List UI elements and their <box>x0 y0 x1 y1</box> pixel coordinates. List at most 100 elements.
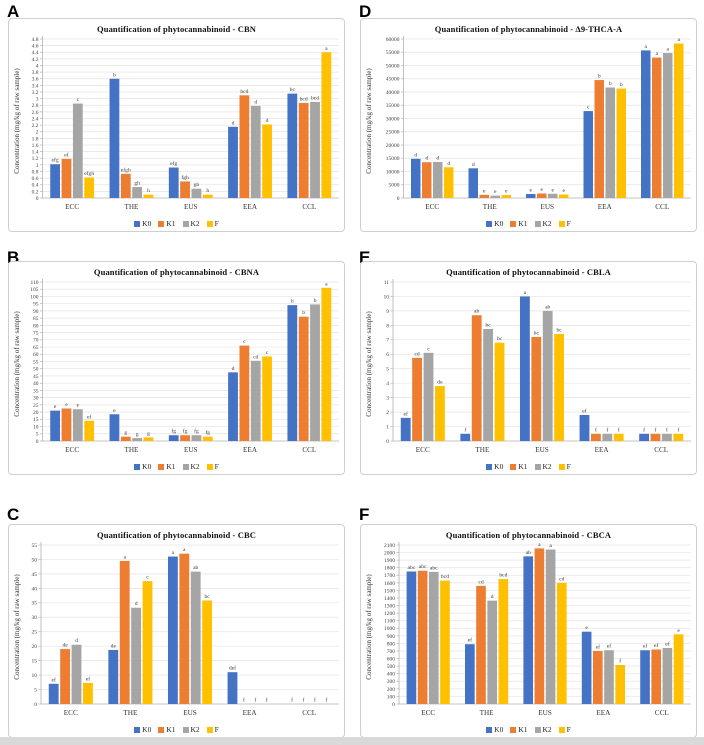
bar-k2-ccl <box>661 433 672 441</box>
bar-k2-ecc <box>72 409 83 441</box>
legend-swatch-k1 <box>510 220 517 227</box>
bar-f-eea <box>613 433 624 441</box>
y-tick-label: 1.6 <box>32 143 39 149</box>
y-tick-label: 9 <box>386 309 389 315</box>
bar-k1-ccl <box>298 316 309 441</box>
y-tick-label: 0.6 <box>32 176 39 182</box>
legend: K0 K1 K2 F <box>9 219 344 228</box>
bar-k0-eus <box>525 194 536 198</box>
y-tick-label: 40000 <box>386 90 400 96</box>
y-tick-label: 110 <box>30 280 38 286</box>
bar-k0-eea <box>227 672 238 704</box>
sig-label: e <box>552 187 555 193</box>
y-tick-label: 90 <box>33 309 39 315</box>
y-tick-label: 55 <box>32 543 38 549</box>
panel-label: D <box>359 2 372 21</box>
y-tick-label: 0.4 <box>32 183 39 189</box>
bar-f-ecc <box>444 167 454 198</box>
x-category-label: ECC <box>425 203 439 211</box>
legend-swatch-k1 <box>510 463 517 470</box>
bar-f-the <box>498 579 509 704</box>
sig-label: bcd <box>311 95 319 101</box>
bar-f-eea <box>616 88 627 198</box>
bar-k0-the <box>108 649 119 704</box>
bar-k0-the <box>109 414 120 441</box>
bar-f-ccl <box>673 433 684 441</box>
y-tick-label: 400 <box>387 672 396 678</box>
legend-label: K2 <box>542 219 552 228</box>
sig-label: ef <box>607 643 611 650</box>
sig-label: c <box>427 346 430 352</box>
bar-k0-ccl <box>640 50 651 198</box>
x-category-label: EUS <box>184 203 198 211</box>
bar-k0-eea <box>228 126 238 198</box>
sig-label: a <box>538 542 541 548</box>
bar-k1-ecc <box>417 570 428 704</box>
bar-k1-ecc <box>422 162 432 198</box>
bar-k1-ecc <box>60 649 71 704</box>
sig-label: b <box>609 81 612 87</box>
bar-k0-eus <box>519 296 530 441</box>
sig-label: f <box>314 697 316 704</box>
plot-area: 0510152025303540455055efdedefECCdeadcTHE… <box>32 542 339 717</box>
sig-label: ab <box>545 304 550 310</box>
y-tick-label: 100 <box>30 294 39 300</box>
sig-label: e <box>77 403 80 409</box>
bar-f-eea <box>262 356 272 441</box>
bar-k1-the <box>119 560 130 704</box>
x-category-label: THE <box>475 446 490 454</box>
legend-item: K1 <box>158 219 176 228</box>
y-tick-label: 20000 <box>386 143 400 149</box>
bar-k2-ecc <box>423 352 434 441</box>
x-category-label: THE <box>124 203 139 211</box>
legend-label: K2 <box>542 725 552 734</box>
bar-f-ecc <box>440 580 450 704</box>
y-tick-label: 25000 <box>386 130 400 136</box>
bar-k1-eea <box>239 345 250 441</box>
legend-label: F <box>214 219 219 228</box>
plot-area: 0 1 2 3 4 5 6 7 8 9 10 11 ef cd c de ECC f ab bc bc THE a bc ab b… <box>384 279 691 454</box>
y-tick-label: 1400 <box>384 596 395 602</box>
bar-k2-eus <box>545 549 556 704</box>
legend-swatch-k2 <box>182 726 189 733</box>
sig-label: b <box>620 82 623 88</box>
sig-label: def <box>229 665 236 672</box>
y-tick-label: 5 <box>36 432 39 438</box>
x-category-label: CCL <box>302 203 316 211</box>
y-tick-label: 50 <box>32 557 38 563</box>
y-tick-label: 3.2 <box>32 90 39 96</box>
sig-label: b <box>302 310 305 316</box>
sig-label: cd <box>559 576 564 582</box>
sig-label: ef <box>52 676 56 683</box>
y-tick-label: 50 <box>33 367 39 373</box>
bar-k0-ecc <box>50 410 61 441</box>
sig-label: f <box>303 697 305 704</box>
bar-f-ecc <box>84 420 95 441</box>
y-tick-label: 200 <box>387 687 396 693</box>
x-category-label: ECC <box>65 203 79 211</box>
x-category-label: THE <box>124 446 139 454</box>
y-tick-label: 35000 <box>386 103 400 109</box>
sig-label: e <box>483 188 486 194</box>
sig-label: d <box>447 161 450 167</box>
legend-item: F <box>558 219 571 228</box>
sig-label: efg <box>170 160 177 167</box>
y-tick-label: 3.4 <box>32 83 39 89</box>
y-tick-label: 45 <box>33 374 39 380</box>
y-tick-label: 0.2 <box>32 189 39 195</box>
x-category-label: THE <box>480 709 495 717</box>
bar-k0-ccl <box>287 305 298 441</box>
sig-label: a <box>325 281 328 287</box>
bar-k1-ccl <box>652 57 662 198</box>
sig-label: ef <box>468 637 472 644</box>
sig-label: efgh <box>121 166 131 173</box>
x-category-label: EEA <box>243 203 258 211</box>
sig-label: a <box>656 51 659 57</box>
y-tick-label: 900 <box>387 634 396 640</box>
x-category-label: CCL <box>655 709 669 717</box>
sig-label: a <box>172 550 175 556</box>
y-tick-label: 1000 <box>384 626 395 632</box>
bar-k0-ccl <box>639 433 650 441</box>
sig-label: c <box>243 339 246 345</box>
